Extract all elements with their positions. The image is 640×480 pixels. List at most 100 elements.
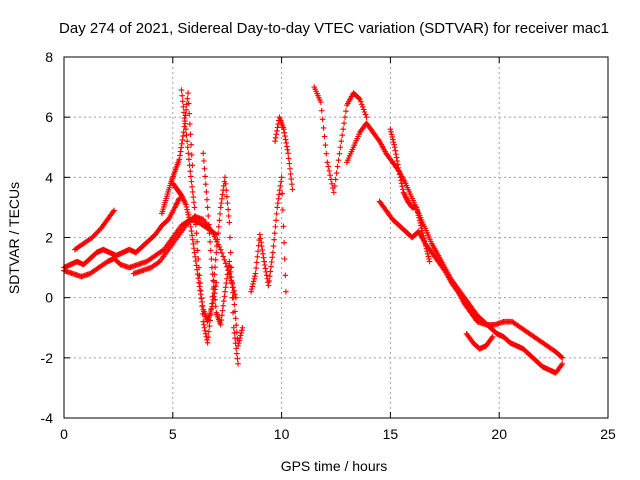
- data-point: [396, 171, 403, 178]
- data-point: [283, 288, 289, 295]
- data-point: [280, 223, 287, 230]
- data-point: [202, 327, 208, 334]
- data-point: [400, 189, 407, 196]
- data-point: [234, 355, 241, 362]
- data-point: [111, 207, 117, 214]
- data-point: [399, 183, 406, 190]
- data-point: [262, 262, 268, 268]
- data-point: [237, 332, 244, 339]
- data-point: [187, 131, 194, 138]
- data-point: [188, 141, 194, 148]
- data-point: [181, 109, 187, 116]
- data-point: [286, 160, 293, 167]
- data-point: [189, 216, 195, 222]
- data-point: [278, 178, 284, 185]
- data-point: [160, 247, 166, 254]
- data-point: [191, 249, 198, 256]
- data-point: [422, 240, 429, 247]
- data-point: [339, 132, 346, 139]
- data-point: [282, 133, 288, 139]
- data-point: [414, 209, 421, 216]
- data-point: [219, 312, 225, 319]
- data-point: [182, 120, 189, 127]
- data-point: [224, 193, 230, 200]
- data-point: [266, 278, 272, 284]
- data-point: [206, 230, 213, 237]
- data-point: [418, 222, 424, 229]
- data-point: [155, 259, 162, 266]
- data-point: [206, 323, 213, 329]
- data-point: [236, 337, 243, 344]
- data-point: [237, 335, 243, 341]
- x-tick-label: 5: [169, 426, 177, 442]
- data-point: [270, 243, 277, 249]
- data-point: [336, 150, 343, 157]
- data-point: [212, 257, 219, 263]
- data-point: [188, 152, 195, 158]
- data-point: [252, 270, 259, 277]
- data-point: [257, 231, 263, 238]
- data-point: [179, 193, 185, 200]
- data-point: [280, 126, 287, 132]
- data-point: [197, 287, 204, 294]
- data-point: [325, 163, 332, 170]
- data-point: [175, 198, 181, 204]
- data-point: [327, 172, 333, 178]
- data-point: [418, 225, 425, 231]
- data-point: [390, 139, 397, 145]
- data-point: [400, 186, 406, 193]
- data-point: [289, 186, 296, 193]
- data-point: [227, 249, 234, 256]
- data-point: [277, 183, 284, 189]
- data-point: [326, 168, 332, 174]
- data-point: [224, 275, 230, 282]
- data-point: [193, 221, 199, 228]
- data-point: [204, 196, 210, 203]
- data-point: [279, 190, 286, 197]
- data-point: [269, 254, 276, 261]
- data-point: [209, 300, 215, 307]
- data-point: [398, 177, 404, 184]
- data-point: [324, 159, 331, 166]
- data-point: [173, 202, 180, 208]
- data-point: [265, 282, 272, 289]
- data-point: [216, 217, 223, 224]
- data-point: [401, 190, 407, 197]
- data-point: [189, 232, 195, 239]
- data-point: [251, 275, 258, 282]
- data-point: [402, 193, 409, 200]
- y-tick-label: -4: [41, 410, 54, 426]
- data-point: [358, 98, 364, 105]
- data-point: [225, 213, 232, 219]
- data-point: [184, 144, 191, 151]
- data-point: [191, 204, 198, 211]
- data-point: [219, 196, 225, 202]
- data-point: [287, 165, 293, 172]
- data-point: [186, 110, 193, 117]
- data-point: [184, 95, 191, 102]
- data-point: [282, 136, 289, 143]
- data-point: [266, 273, 273, 279]
- data-point: [187, 219, 194, 226]
- data-point: [423, 243, 429, 249]
- data-point: [218, 317, 225, 323]
- series-trace-n: [387, 126, 433, 265]
- data-point: [387, 126, 394, 132]
- data-point: [281, 256, 288, 262]
- data-point: [423, 245, 430, 252]
- data-point: [177, 152, 183, 159]
- data-point: [95, 228, 102, 234]
- data-point: [193, 230, 200, 237]
- data-point: [257, 235, 264, 242]
- data-point: [414, 207, 420, 213]
- data-point: [275, 200, 281, 206]
- data-point: [403, 194, 409, 201]
- data-point: [217, 211, 223, 217]
- x-tick-label: 0: [60, 426, 68, 442]
- data-point: [234, 350, 240, 357]
- data-point: [285, 155, 292, 162]
- data-point: [209, 264, 215, 271]
- data-point: [250, 281, 256, 287]
- data-point: [223, 187, 230, 194]
